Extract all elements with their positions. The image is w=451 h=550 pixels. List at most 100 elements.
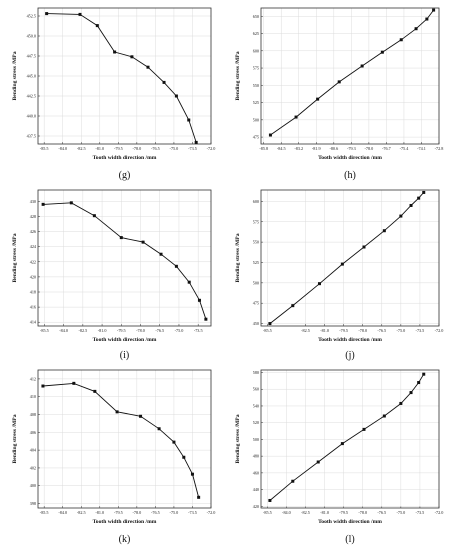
data-point bbox=[268, 322, 272, 326]
data-point bbox=[187, 118, 191, 122]
x-tick-label: -76.5 bbox=[377, 328, 386, 333]
data-point bbox=[432, 8, 436, 12]
data-point bbox=[340, 442, 344, 446]
y-tick-label: 560 bbox=[253, 387, 259, 392]
data-point bbox=[422, 372, 426, 376]
series-line bbox=[270, 9, 434, 136]
y-tick-label: 475 bbox=[253, 135, 259, 140]
panel-label: (j) bbox=[345, 350, 354, 361]
y-axis-title: Bending stress /MPa bbox=[235, 51, 241, 100]
plot-frame bbox=[37, 7, 212, 145]
data-point bbox=[291, 479, 295, 483]
data-point bbox=[72, 381, 76, 385]
y-tick-label: 398 bbox=[30, 501, 36, 506]
data-point bbox=[382, 414, 386, 418]
data-point bbox=[291, 304, 295, 308]
x-tick-label: -79.5 bbox=[339, 510, 348, 515]
x-tick-label: -76.5 bbox=[377, 510, 386, 515]
data-point bbox=[362, 427, 366, 431]
x-tick-label: -75.0 bbox=[396, 510, 405, 515]
data-point bbox=[399, 38, 403, 42]
y-tick-label: 408 bbox=[30, 412, 36, 417]
x-tick-label: -79.5 bbox=[114, 510, 123, 515]
plot-frame bbox=[37, 189, 212, 327]
x-tick-label: -84.0 bbox=[58, 510, 67, 515]
data-point bbox=[399, 401, 403, 405]
x-tick-label: -78.0 bbox=[132, 146, 141, 151]
y-tick-label: 525 bbox=[253, 100, 259, 105]
x-tick-label: -79.5 bbox=[117, 328, 126, 333]
x-tick-label: -76.5 bbox=[151, 510, 160, 515]
y-tick-label: 440.0 bbox=[27, 114, 36, 119]
data-point bbox=[197, 495, 201, 499]
y-tick-label: 422 bbox=[30, 259, 36, 264]
data-point bbox=[340, 262, 344, 266]
y-tick-label: 445.0 bbox=[27, 74, 36, 79]
y-tick-label: 550 bbox=[253, 240, 259, 245]
y-tick-label: 460 bbox=[253, 470, 259, 475]
x-tick-label: -79.3 bbox=[347, 146, 356, 151]
x-tick-label: -84.0 bbox=[58, 146, 67, 151]
y-tick-label: 437.5 bbox=[27, 134, 36, 139]
data-point bbox=[268, 498, 272, 502]
x-tick-label: -85.5 bbox=[263, 328, 272, 333]
data-point bbox=[182, 455, 186, 459]
y-tick-label: 428 bbox=[30, 214, 36, 219]
data-point bbox=[115, 410, 119, 414]
series-line bbox=[42, 382, 200, 498]
y-tick-label: 442.5 bbox=[27, 94, 36, 99]
y-tick-label: 402 bbox=[30, 465, 36, 470]
y-tick-label: 424 bbox=[30, 244, 37, 249]
x-tick-label: -83.2 bbox=[294, 146, 303, 151]
x-tick-label: -79.5 bbox=[339, 328, 348, 333]
y-tick-label: 625 bbox=[253, 31, 259, 36]
data-point bbox=[294, 115, 298, 119]
x-tick-label: -81.0 bbox=[95, 146, 104, 151]
x-tick-label: -76.5 bbox=[151, 146, 160, 151]
data-point bbox=[139, 414, 143, 418]
data-point bbox=[141, 240, 145, 244]
x-axis-title: Tooth width direction /mm bbox=[93, 337, 157, 343]
panel-label: (h) bbox=[344, 170, 356, 181]
y-tick-label: 525 bbox=[253, 260, 259, 265]
y-tick-label: 500 bbox=[253, 437, 259, 442]
chart-panel-i: -85.5 -84.0 -82.5 -81.0 -79.5 -78.0 -76.5 -75.0… bbox=[12, 189, 212, 361]
x-tick-label: -84.0 bbox=[282, 510, 291, 515]
data-point bbox=[41, 202, 45, 206]
x-tick-label: -73.5 bbox=[188, 510, 197, 515]
x-tick-label: -79.5 bbox=[114, 146, 123, 151]
data-point bbox=[422, 190, 426, 194]
y-tick-label: 550 bbox=[253, 83, 259, 88]
y-tick-label: 426 bbox=[30, 229, 36, 234]
data-point bbox=[414, 27, 418, 31]
x-tick-label: -81.0 bbox=[98, 328, 107, 333]
data-point bbox=[197, 298, 201, 302]
x-tick-label: -82.5 bbox=[301, 328, 310, 333]
data-point bbox=[204, 317, 208, 321]
y-tick-label: 430 bbox=[30, 199, 36, 204]
x-tick-label: -75.4 bbox=[400, 146, 410, 151]
data-point bbox=[119, 236, 123, 240]
panel-label: (k) bbox=[119, 534, 131, 545]
data-point bbox=[425, 17, 429, 21]
y-axis-title: Bending stress /MPa bbox=[12, 233, 18, 282]
x-tick-label: -85.5 bbox=[40, 510, 49, 515]
x-tick-label: -81.9 bbox=[312, 146, 321, 151]
x-axis-title: Tooth width direction /mm bbox=[93, 155, 157, 161]
y-tick-label: 440 bbox=[253, 487, 259, 492]
data-point bbox=[317, 282, 321, 286]
panel-label: (g) bbox=[119, 170, 131, 181]
plot-frame bbox=[260, 369, 440, 509]
x-tick-label: -75.0 bbox=[170, 146, 179, 151]
data-point bbox=[113, 50, 117, 54]
chart-panel-l: -85.5 -84.0 -82.5 -81.0 -79.5 -78.0 -76.5 -75.0… bbox=[235, 369, 443, 545]
data-point bbox=[360, 64, 364, 68]
x-tick-label: -82.5 bbox=[77, 146, 86, 151]
data-point bbox=[382, 229, 386, 233]
x-tick-label: -85.5 bbox=[263, 510, 272, 515]
data-point bbox=[172, 440, 176, 444]
x-tick-label: -85.5 bbox=[40, 328, 49, 333]
y-tick-label: 475 bbox=[253, 301, 259, 306]
data-point bbox=[337, 80, 341, 84]
